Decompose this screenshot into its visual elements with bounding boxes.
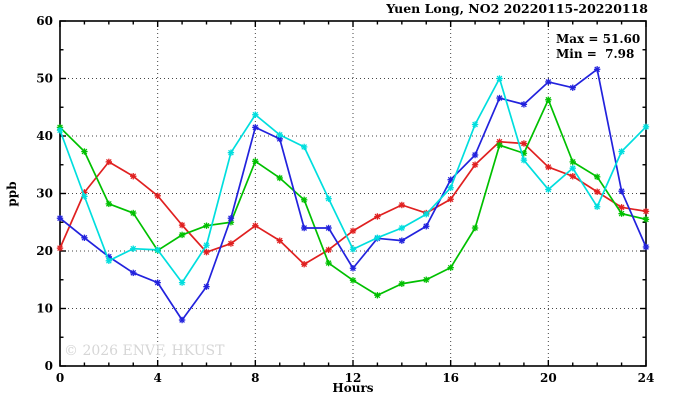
max-annotation: Max = 51.60	[556, 32, 640, 46]
y-tick-label: 0	[45, 359, 53, 373]
y-axis-label: ppb	[5, 181, 19, 206]
y-tick-label: 60	[36, 14, 53, 28]
plot-area: 0 4 8 12 16 20 24 0 10 20 30 40 50 60	[36, 14, 654, 385]
y-tick-label: 50	[36, 72, 53, 86]
x-tick-label: 24	[638, 371, 655, 385]
min-annotation: Min = 7.98	[556, 47, 634, 61]
x-tick-label: 12	[345, 371, 362, 385]
y-tick-label: 40	[36, 129, 53, 143]
watermark: © 2026 ENVF, HKUST	[64, 343, 225, 359]
x-tick-label: 0	[56, 371, 64, 385]
x-tick-label: 8	[251, 371, 259, 385]
chart-title: Yuen Long, NO2 20220115-20220118	[385, 1, 648, 16]
y-tick-label: 30	[36, 187, 53, 201]
x-axis-label: Hours	[332, 381, 373, 395]
x-tick-label: 20	[540, 371, 557, 385]
y-tick-label: 20	[36, 244, 53, 258]
x-tick-label: 4	[153, 371, 161, 385]
y-tick-label: 10	[36, 302, 53, 316]
x-tick-label: 16	[442, 371, 459, 385]
